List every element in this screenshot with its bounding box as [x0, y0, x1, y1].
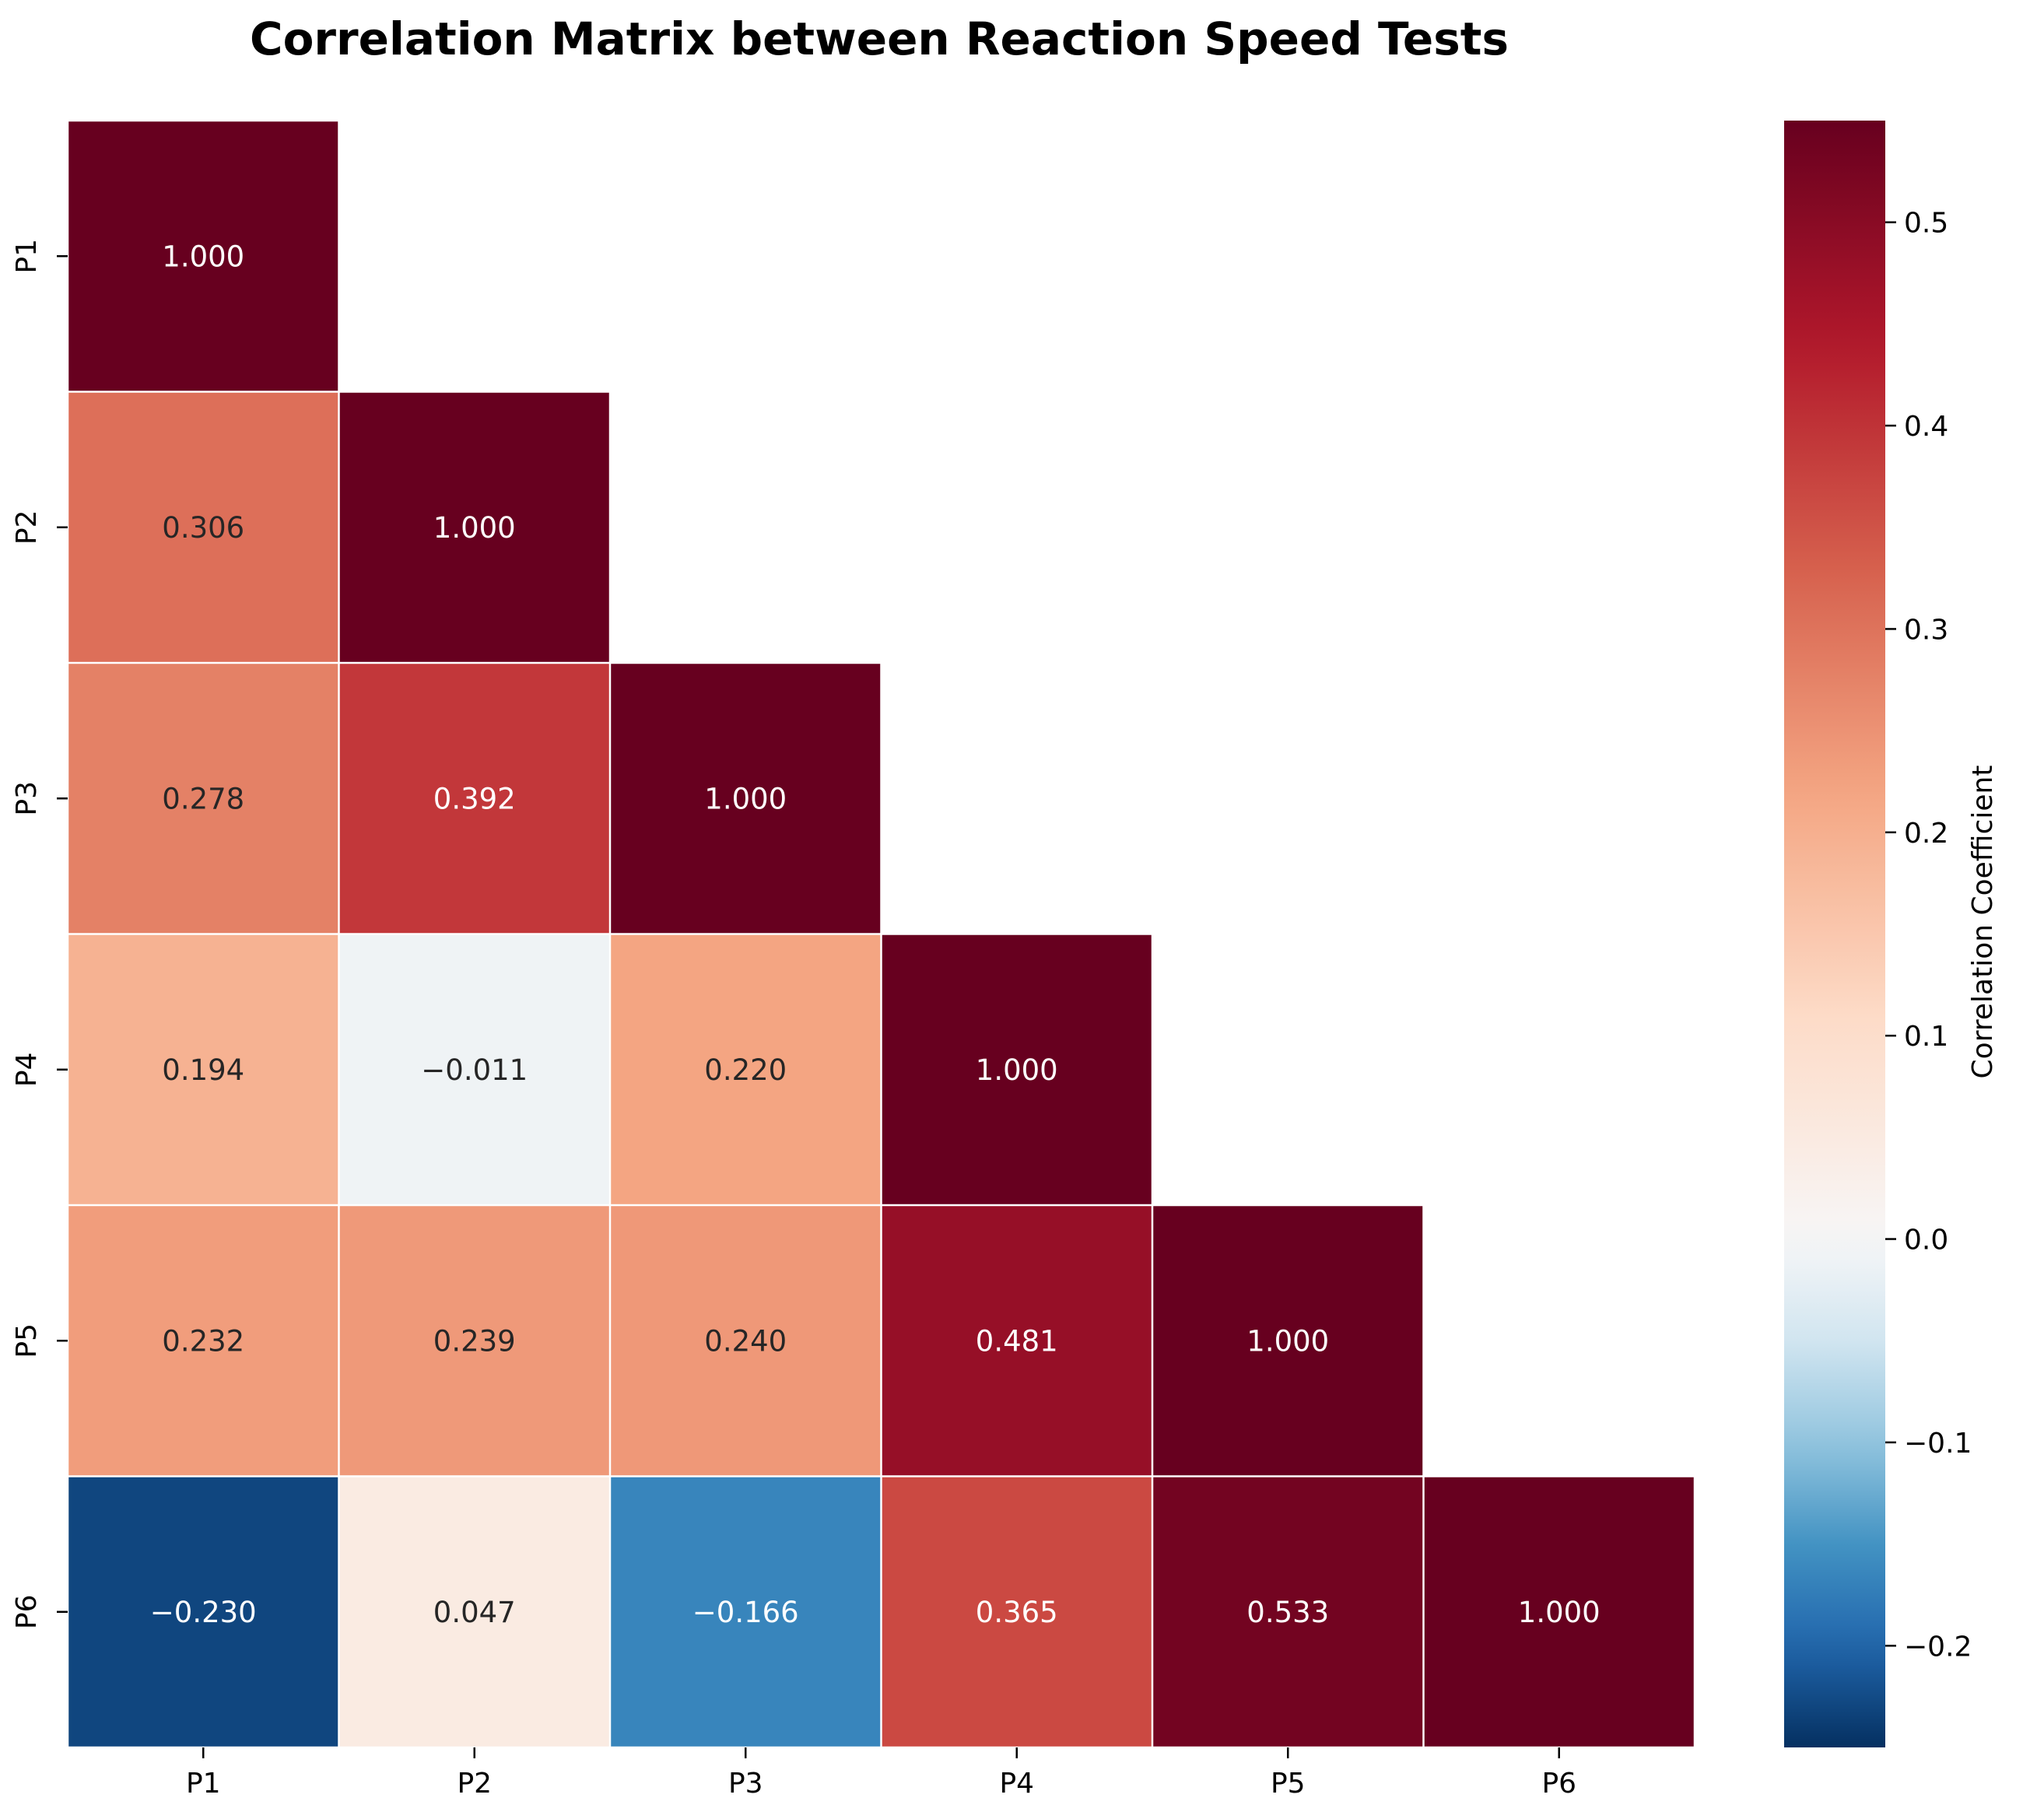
x-axis: P1 P2 P3 P4 P5 P6 — [186, 1747, 1576, 1800]
y-tick-label: P4 — [11, 1052, 43, 1087]
cell-value-label: 1.000 — [1246, 1324, 1329, 1358]
cell-value-label: 0.533 — [1246, 1596, 1329, 1629]
chart-title: Correlation Matrix between Reaction Spee… — [250, 12, 1509, 65]
heatmap-cell — [1153, 1206, 1423, 1476]
heatmap-cell — [339, 1477, 609, 1747]
x-tick-label: P3 — [728, 1768, 763, 1800]
y-tick-label: P5 — [11, 1323, 43, 1358]
heatmap-cell — [611, 934, 881, 1204]
cell-value-label: −0.166 — [692, 1596, 799, 1629]
colorbar-tick-label: 0.2 — [1904, 818, 1948, 850]
heatmap-cell — [339, 664, 609, 934]
cell-value-label: 1.000 — [976, 1053, 1058, 1087]
cell-value-label: 0.239 — [433, 1324, 516, 1358]
y-tick-label: P3 — [11, 781, 43, 816]
cell-value-label: 0.306 — [162, 511, 244, 545]
colorbar-tick-label: 0.5 — [1904, 208, 1948, 240]
y-axis: P1 P2 P3 P4 P5 P6 — [11, 239, 68, 1629]
cell-value-label: 0.194 — [162, 1053, 244, 1087]
cell-value-label: 0.392 — [433, 782, 516, 815]
heatmap-cell — [882, 1206, 1152, 1476]
y-tick-label: P2 — [11, 510, 43, 545]
cell-value-label: 1.000 — [162, 240, 244, 273]
heatmap-cell — [68, 664, 338, 934]
heatmap-cell — [339, 934, 609, 1204]
colorbar-tick-label: −0.1 — [1904, 1428, 1972, 1460]
x-tick-label: P6 — [1541, 1768, 1576, 1800]
colorbar-tick-label: 0.1 — [1904, 1021, 1948, 1053]
heatmap-cell — [68, 121, 338, 391]
colorbar: −0.2 −0.1 0.0 0.1 0.2 0.3 0.4 0.5 — [1784, 121, 1972, 1747]
heatmap-cell — [882, 934, 1152, 1204]
heatmap-cell — [68, 1206, 338, 1476]
cell-value-label: 0.240 — [704, 1324, 787, 1358]
cell-value-label: 1.000 — [433, 511, 516, 545]
colorbar-tick-label: 0.3 — [1904, 614, 1948, 646]
cell-value-label: −0.230 — [150, 1596, 257, 1629]
x-tick-label: P2 — [457, 1768, 492, 1800]
colorbar-tick-label: −0.2 — [1904, 1631, 1972, 1663]
cell-value-label: 0.278 — [162, 782, 244, 815]
heatmap-cell — [611, 1477, 881, 1747]
heatmap-cell — [68, 934, 338, 1204]
heatmap-cell — [611, 664, 881, 934]
cell-value-label: 0.232 — [162, 1324, 244, 1358]
cell-value-label: 0.047 — [433, 1596, 516, 1629]
heatmap-cell — [882, 1477, 1152, 1747]
colorbar-tick-label: 0.0 — [1904, 1225, 1948, 1256]
heatmap-cell — [1424, 1477, 1694, 1747]
x-tick-label: P1 — [186, 1768, 221, 1800]
colorbar-label: Correlation Coefficient — [1967, 766, 1999, 1079]
cell-value-label: 0.481 — [976, 1324, 1058, 1358]
heatmap-cell — [611, 1206, 881, 1476]
cell-value-label: 1.000 — [704, 782, 787, 815]
colorbar-tick-label: 0.4 — [1904, 411, 1948, 443]
cell-value-label: 0.365 — [976, 1596, 1058, 1629]
y-tick-label: P6 — [11, 1594, 43, 1629]
colorbar-gradient — [1784, 121, 1885, 1747]
heatmap-cell — [339, 392, 609, 662]
heatmap-cells: 1.000 0.306 1.000 0.278 0.392 1.000 0.194 −0.01… — [68, 121, 1694, 1747]
y-tick-label: P1 — [11, 239, 43, 274]
cell-value-label: 1.000 — [1518, 1596, 1600, 1629]
cell-value-label: −0.011 — [421, 1053, 528, 1087]
x-tick-label: P4 — [999, 1768, 1034, 1800]
heatmap-cell — [68, 1477, 338, 1747]
x-tick-label: P5 — [1271, 1768, 1306, 1800]
heatmap-cell — [68, 392, 338, 662]
heatmap-cell — [339, 1206, 609, 1476]
heatmap-cell — [1153, 1477, 1423, 1747]
cell-value-label: 0.220 — [704, 1053, 787, 1087]
